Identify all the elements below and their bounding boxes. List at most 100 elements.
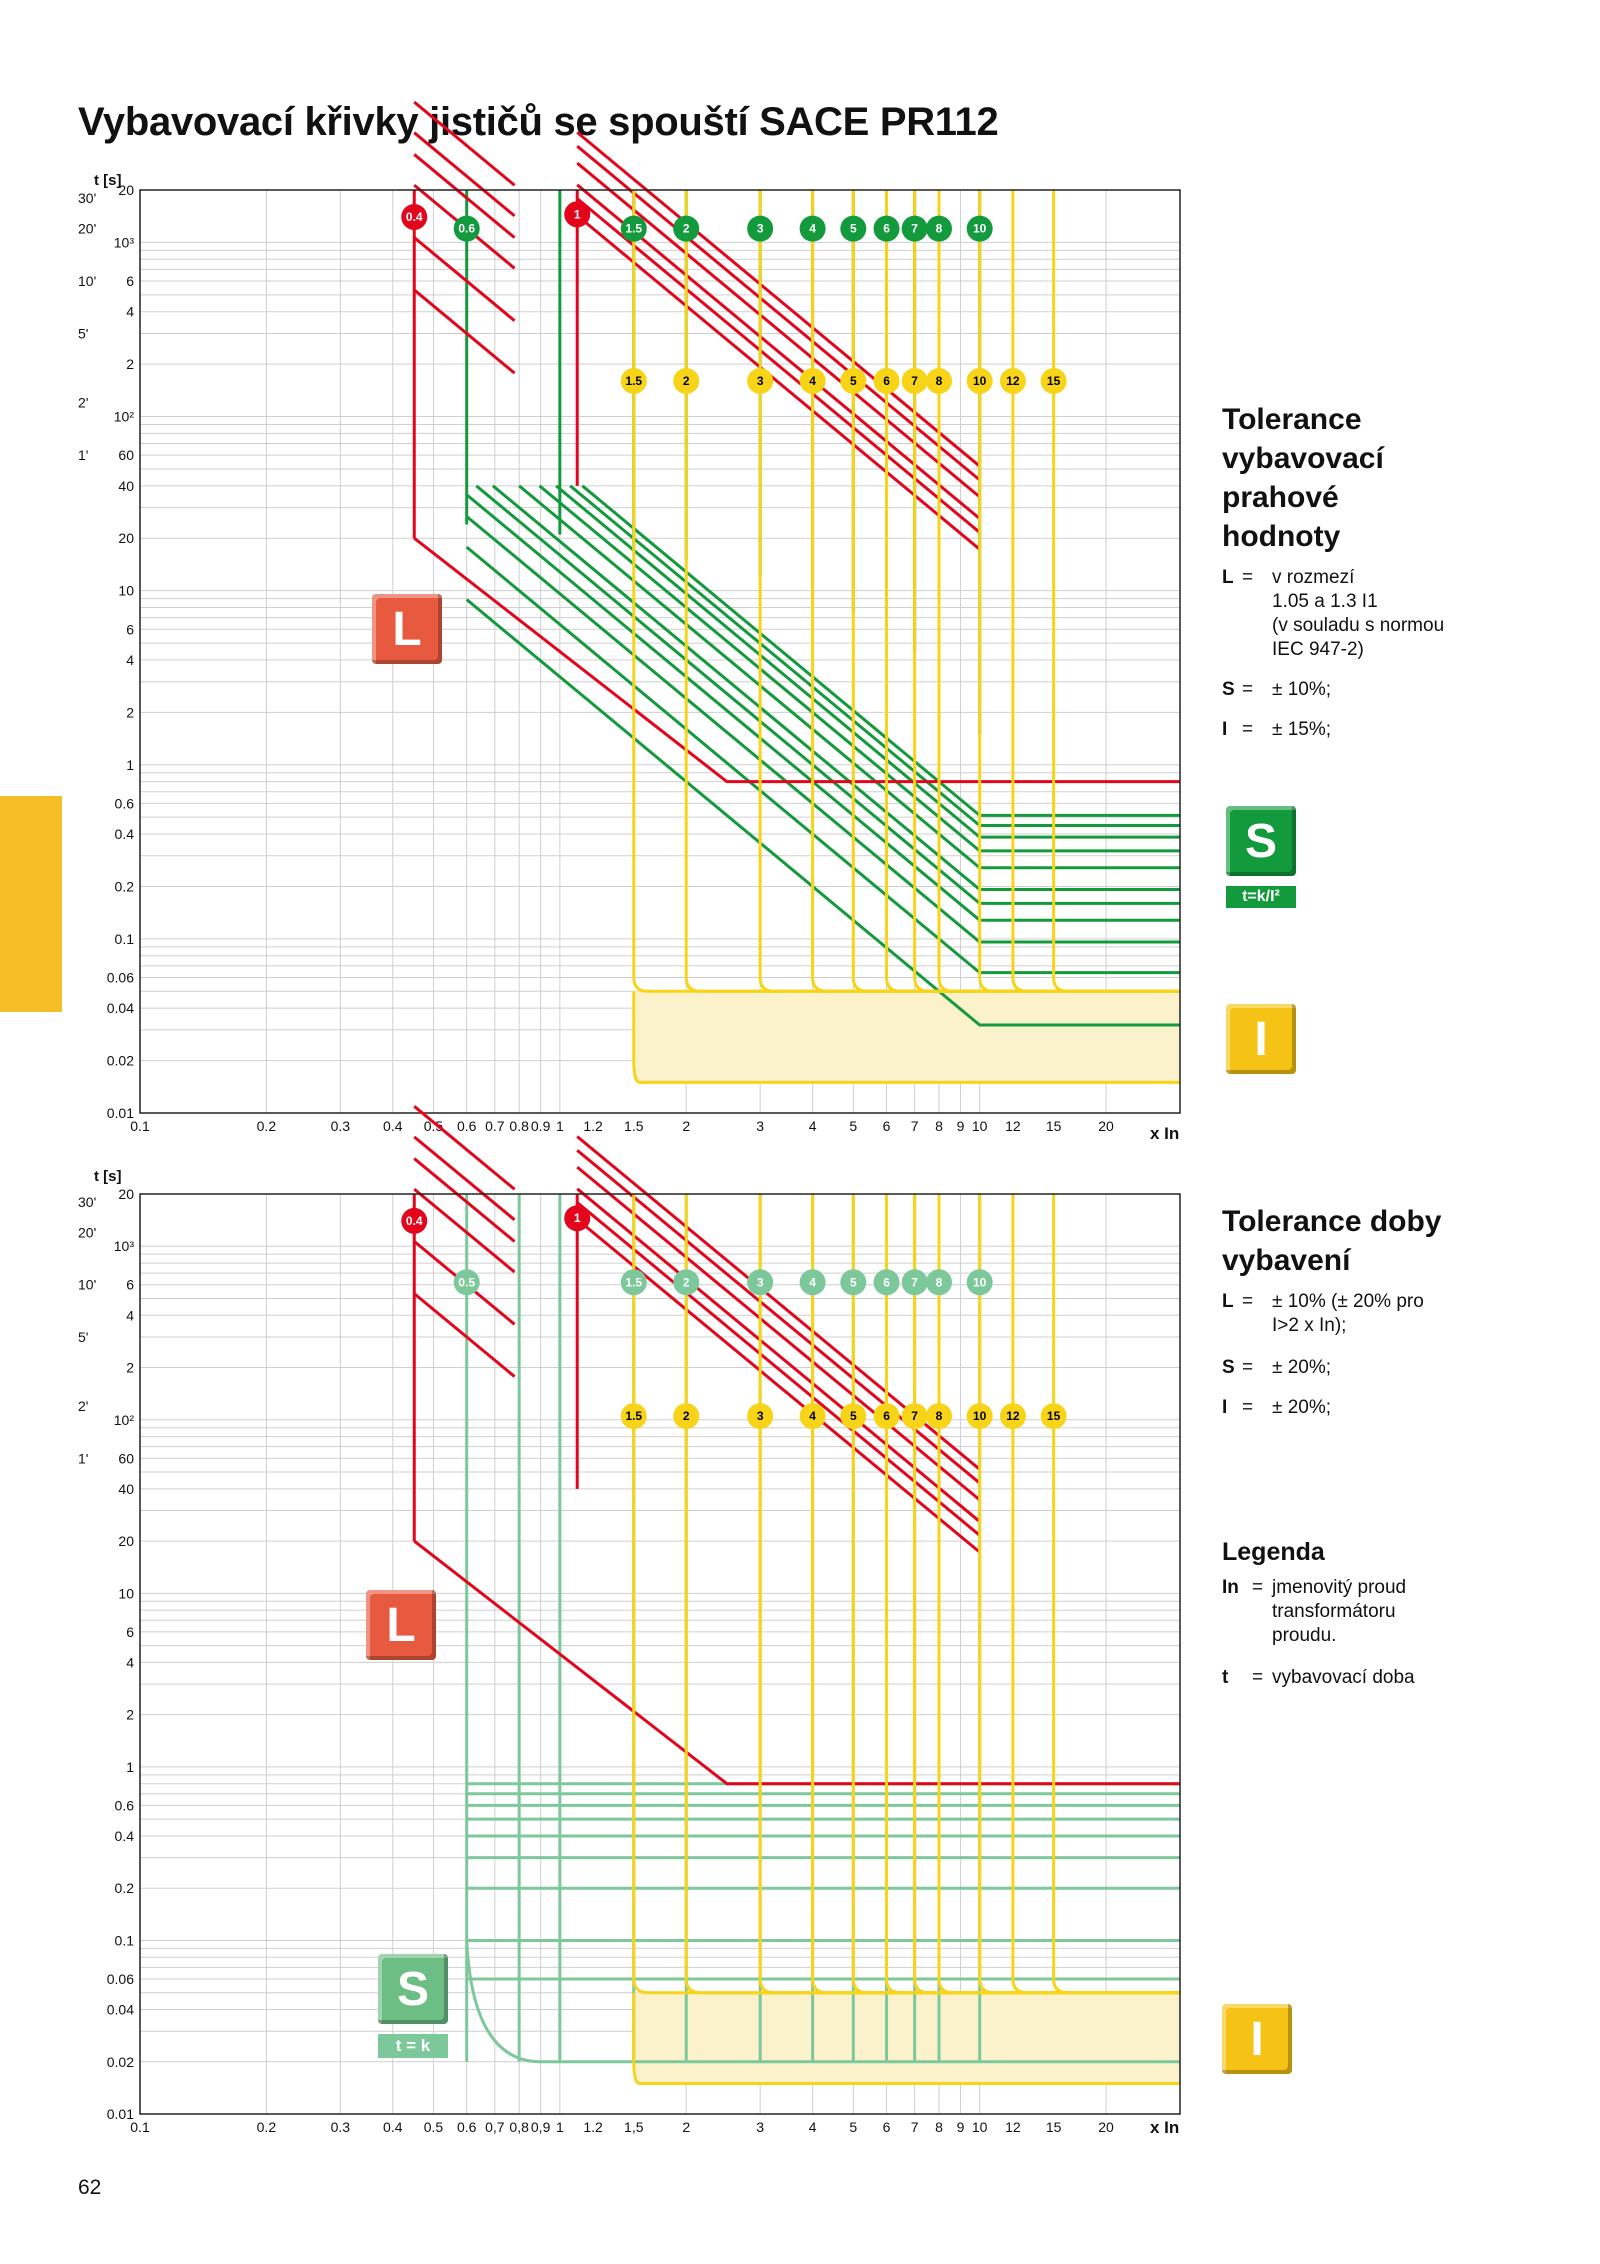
y-tick-label: 2 bbox=[126, 1360, 134, 1376]
i-marker bbox=[966, 367, 993, 394]
row-key: In bbox=[1222, 1577, 1239, 1598]
y-tick-label: 0.4 bbox=[115, 826, 135, 842]
x-tick-label: 10 bbox=[972, 2119, 988, 2135]
badge-letter: S bbox=[1244, 814, 1277, 868]
x-tick-label: 4 bbox=[809, 1118, 817, 1134]
i-marker bbox=[999, 367, 1026, 394]
x-axis-label-text: x In bbox=[1150, 2118, 1180, 2137]
i-marker-label: 3 bbox=[757, 374, 764, 388]
x-tick-label: 0.6 bbox=[457, 2119, 477, 2135]
i-curve-min bbox=[632, 991, 1180, 1084]
y-tick-label: 0.04 bbox=[107, 1000, 134, 1016]
i-marker bbox=[747, 1403, 774, 1430]
row-value: ± 20%; bbox=[1272, 1397, 1332, 1418]
l-marker-label: 1 bbox=[574, 207, 581, 221]
x-tick-label: 0.2 bbox=[257, 2119, 277, 2135]
y-tick-label: 0.2 bbox=[115, 1880, 135, 1896]
x-tick-label: 0.2 bbox=[257, 1118, 277, 1134]
x-tick-label: 0.3 bbox=[331, 2119, 351, 2135]
x-axis-label: x In bbox=[1150, 2118, 1179, 2138]
y-tick-label: 10 bbox=[118, 583, 134, 599]
y-tick-label: 0.1 bbox=[115, 931, 135, 947]
i-curve bbox=[684, 190, 1180, 993]
s-formula-bottom: t = k bbox=[378, 2034, 448, 2058]
i-curve bbox=[758, 190, 1180, 993]
y-tick-label: 0.2 bbox=[115, 878, 135, 894]
i-curve bbox=[1052, 1194, 1180, 1995]
y-tick-label: 60 bbox=[118, 447, 134, 463]
time-label: 1' bbox=[78, 1450, 88, 1466]
s-marker-label: 5 bbox=[850, 1275, 857, 1289]
y-tick-label: 10³ bbox=[114, 234, 135, 250]
y-tick-label: 10³ bbox=[114, 1238, 135, 1254]
l-marker bbox=[401, 1207, 428, 1234]
y-tick-label: 0.06 bbox=[107, 970, 134, 986]
x-tick-label: 1,5 bbox=[624, 2119, 644, 2135]
y-tick-label: 1 bbox=[126, 757, 134, 773]
row-eq: = bbox=[1242, 1397, 1254, 1418]
s-marker-label: 2 bbox=[683, 222, 690, 236]
l-marker bbox=[401, 203, 428, 230]
row-key: S bbox=[1222, 679, 1235, 700]
x-tick-label: 0.5 bbox=[424, 1118, 444, 1134]
row-eq: = bbox=[1252, 1667, 1264, 1688]
y-tick-label: 0.6 bbox=[115, 1797, 135, 1813]
l-curve bbox=[576, 131, 981, 468]
i-marker bbox=[840, 1403, 867, 1430]
s-marker bbox=[925, 215, 952, 242]
time-label: 20' bbox=[78, 1225, 96, 1241]
threshold-tolerance-heading: Tolerance vybavovací prahové hodnoty bbox=[1222, 403, 1384, 553]
grid bbox=[139, 1193, 1181, 2115]
i-marker-label: 7 bbox=[911, 374, 918, 388]
y-tick-label: 20 bbox=[118, 1533, 134, 1549]
l-curve bbox=[413, 153, 516, 239]
i-marker bbox=[873, 1403, 900, 1430]
legend-heading: Legenda bbox=[1222, 1538, 1325, 1566]
s-marker bbox=[747, 1269, 774, 1296]
s-marker-label: 0.6 bbox=[458, 222, 475, 236]
l-curve bbox=[576, 1201, 981, 1537]
i-marker-label: 6 bbox=[883, 1409, 890, 1423]
l-marker bbox=[564, 201, 591, 228]
s-marker-label: 6 bbox=[883, 1275, 890, 1289]
y-tick-label: 0.1 bbox=[115, 1932, 135, 1948]
i-marker-label: 1.5 bbox=[625, 374, 642, 388]
time-label: 2' bbox=[78, 395, 88, 411]
y-tick-label: 0.04 bbox=[107, 2002, 134, 2018]
i-marker-label: 3 bbox=[757, 1409, 764, 1423]
x-tick-label: 12 bbox=[1005, 2119, 1021, 2135]
x-tick-label: 6 bbox=[883, 2119, 891, 2135]
i-marker-label: 2 bbox=[683, 1409, 690, 1423]
l-curve bbox=[576, 1218, 981, 1554]
badge-letter: L bbox=[392, 602, 422, 656]
page-title: Vybavovací křivky jističů se spouští SAC… bbox=[78, 100, 999, 144]
x-tick-label: 1 bbox=[556, 1118, 564, 1134]
row-value: v rozmezí 1.05 a 1.3 I1 (v souladu s nor… bbox=[1272, 567, 1445, 660]
row-key: S bbox=[1222, 1357, 1235, 1378]
l-curve bbox=[576, 197, 981, 534]
l-curve bbox=[576, 1165, 981, 1502]
legend-t: t = vybavovací doba bbox=[1222, 1666, 1482, 1690]
s-marker bbox=[966, 215, 993, 242]
i-marker-label: 1.5 bbox=[625, 1409, 642, 1423]
s-marker bbox=[925, 1269, 952, 1296]
s-marker-label: 4 bbox=[809, 222, 816, 236]
i-marker bbox=[925, 367, 952, 394]
l-curve bbox=[576, 183, 981, 520]
i-tolerance-band bbox=[633, 1992, 1180, 2084]
x-tick-label: 6 bbox=[883, 1118, 891, 1134]
i-curve bbox=[811, 1194, 1180, 1995]
x-tick-label: 0.1 bbox=[130, 2119, 150, 2135]
x-tick-label: 5 bbox=[849, 1118, 857, 1134]
x-axis-label: x In bbox=[1150, 1124, 1179, 1144]
s-formula-top: t=k/I² bbox=[1226, 886, 1296, 908]
i-curve bbox=[851, 190, 1180, 993]
row-eq: = bbox=[1242, 1291, 1254, 1312]
i-marker-label: 12 bbox=[1006, 374, 1020, 388]
row-value: ± 15%; bbox=[1272, 719, 1332, 740]
l-curve bbox=[576, 145, 981, 482]
i-marker-label: 4 bbox=[809, 1409, 816, 1423]
i-curve bbox=[913, 190, 1180, 993]
time-label: 30' bbox=[78, 190, 96, 206]
